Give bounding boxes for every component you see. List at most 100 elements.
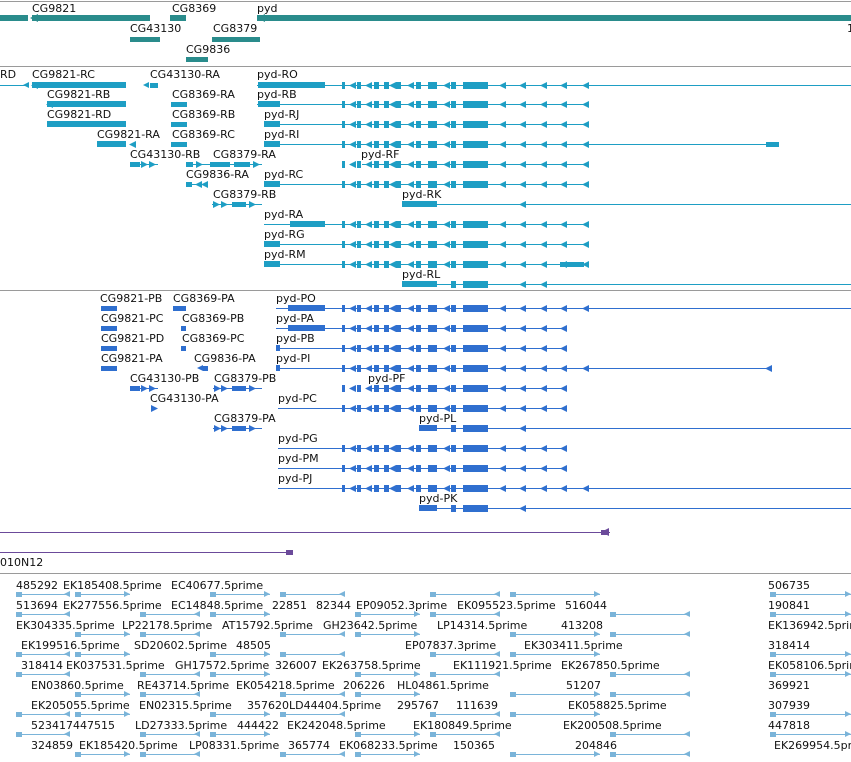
exon-block[interactable] [342, 384, 345, 392]
transcript-label[interactable]: pyd-PM [278, 452, 319, 465]
transcript-label[interactable]: CG8379-RA [213, 148, 276, 161]
exon-block[interactable] [416, 160, 421, 168]
est-label[interactable]: 48505 [236, 639, 271, 652]
est-block[interactable] [770, 711, 776, 717]
exon-block[interactable] [357, 344, 361, 352]
exon-block[interactable] [416, 140, 421, 148]
exon-block[interactable] [463, 464, 488, 472]
exon-block[interactable] [264, 261, 280, 267]
gene-feature[interactable] [0, 15, 28, 21]
exon-block[interactable] [451, 180, 456, 188]
transcript-label[interactable]: pyd-RM [264, 248, 306, 261]
est-block[interactable] [140, 611, 146, 617]
exon-block[interactable] [276, 345, 280, 351]
exon-block[interactable] [171, 141, 187, 147]
exon-block[interactable] [342, 304, 345, 312]
exon-block[interactable] [451, 324, 456, 332]
exon-block[interactable] [374, 260, 379, 268]
exon-block[interactable] [374, 304, 379, 312]
est-block[interactable] [770, 611, 776, 617]
exon-block[interactable] [384, 81, 389, 89]
exon-block[interactable] [357, 404, 361, 412]
gene-feature[interactable] [186, 56, 208, 62]
exon-block[interactable] [374, 140, 379, 148]
exon-block[interactable] [451, 444, 456, 452]
exon-block[interactable] [428, 160, 437, 168]
est-block[interactable] [280, 691, 286, 697]
transcript-label[interactable]: pyd-PF [368, 372, 406, 385]
exon-block[interactable] [97, 141, 126, 147]
exon-block[interactable] [384, 364, 389, 372]
exon-block[interactable] [357, 180, 361, 188]
est-label[interactable]: 516044 [565, 599, 607, 612]
exon-block[interactable] [419, 505, 437, 511]
transcript-label[interactable]: pyd-RJ [264, 108, 300, 121]
exon-block[interactable] [396, 384, 401, 392]
exon-block[interactable] [451, 504, 456, 512]
exon-block[interactable] [288, 325, 325, 331]
exon-block[interactable] [396, 160, 401, 168]
exon-block[interactable] [384, 260, 389, 268]
exon-block[interactable] [463, 404, 488, 412]
exon-block[interactable] [374, 484, 379, 492]
exon-block[interactable] [451, 464, 456, 472]
transcript-label[interactable]: CG8369-PA [173, 292, 235, 305]
est-block[interactable] [140, 631, 146, 637]
exon-block[interactable] [357, 160, 361, 168]
gene-feature[interactable] [130, 36, 160, 42]
transcript-label[interactable]: pyd-PC [278, 392, 317, 405]
est-block[interactable] [210, 651, 216, 657]
est-block[interactable] [16, 671, 22, 677]
est-label[interactable]: LP14314.5prime [437, 619, 528, 632]
exon-block[interactable] [396, 484, 401, 492]
est-label[interactable]: EK304335.5prime [16, 619, 115, 632]
est-label[interactable]: EK242048.5prime [287, 719, 386, 732]
est-label[interactable]: 150365 [453, 739, 495, 752]
exon-block[interactable] [342, 260, 345, 268]
exon-block[interactable] [463, 81, 488, 89]
est-label[interactable]: 318414 [768, 639, 810, 652]
exon-block[interactable] [402, 281, 437, 287]
exon-block[interactable] [396, 240, 401, 248]
est-block[interactable] [75, 631, 81, 637]
exon-block[interactable] [396, 260, 401, 268]
est-block[interactable] [140, 691, 146, 697]
exon-block[interactable] [342, 81, 345, 89]
exon-block[interactable] [342, 444, 345, 452]
exon-block[interactable] [396, 444, 401, 452]
exon-block[interactable] [264, 241, 280, 247]
est-block[interactable] [16, 591, 22, 597]
est-label[interactable]: EK277556.5prime [63, 599, 162, 612]
exon-block[interactable] [101, 325, 117, 331]
exon-block[interactable] [451, 100, 456, 108]
exon-block[interactable] [357, 444, 361, 452]
est-label[interactable]: GH17572.5prime [175, 659, 270, 672]
exon-block[interactable] [384, 464, 389, 472]
est-label[interactable]: 447818 [768, 719, 810, 732]
est-block[interactable] [510, 711, 516, 717]
exon-block[interactable] [181, 345, 186, 351]
est-label[interactable]: EN02315.5prime [139, 699, 232, 712]
est-block[interactable] [210, 711, 216, 717]
est-block[interactable] [510, 591, 516, 597]
est-block[interactable] [430, 731, 436, 737]
exon-block[interactable] [451, 304, 456, 312]
exon-block[interactable] [416, 120, 421, 128]
exon-block[interactable] [258, 82, 325, 88]
est-label[interactable]: 357620 [247, 699, 289, 712]
exon-block[interactable] [384, 160, 389, 168]
transcript-label[interactable]: CG9821-RD [47, 108, 112, 121]
exon-block[interactable] [463, 140, 488, 148]
exon-block[interactable] [342, 324, 345, 332]
est-label[interactable]: 318414 [21, 659, 63, 672]
exon-block[interactable] [357, 220, 361, 228]
exon-block[interactable] [374, 364, 379, 372]
est-block[interactable] [610, 751, 616, 757]
exon-block[interactable] [384, 444, 389, 452]
transcript-label[interactable]: pyd-PK [419, 492, 458, 505]
exon-block[interactable] [416, 404, 421, 412]
exon-block[interactable] [374, 384, 379, 392]
exon-block[interactable] [130, 161, 140, 167]
exon-block[interactable] [173, 305, 186, 311]
est-label[interactable]: 295767 [397, 699, 439, 712]
